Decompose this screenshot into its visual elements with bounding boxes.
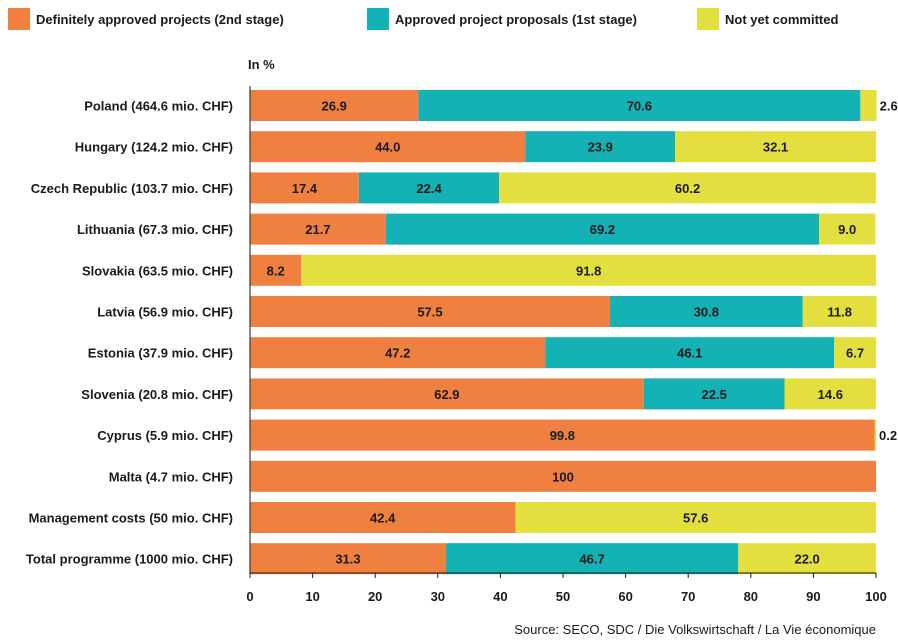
x-axis: 0 10 20 30 40 50 60 70 80 90 100: [246, 86, 887, 604]
data-label: 11.8: [827, 305, 852, 320]
data-label: 22.0: [794, 552, 819, 567]
data-label: 62.9: [434, 387, 459, 402]
data-label: 32.1: [763, 140, 788, 155]
bar-segment: [250, 172, 359, 204]
data-label: 21.7: [305, 222, 330, 237]
data-label: 30.8: [694, 305, 719, 320]
x-tick-label: 0: [246, 589, 253, 604]
bar-segment: [250, 254, 302, 286]
legend-swatch-3: [697, 8, 719, 30]
data-label: 6.7: [846, 346, 864, 361]
category-label: Estonia (37.9 mio. CHF): [88, 346, 233, 361]
data-label: 46.7: [579, 552, 604, 567]
data-label: 91.8: [576, 263, 601, 278]
bar-segment: [525, 131, 676, 163]
bar-segment: [250, 502, 516, 533]
legend-swatch-1: [8, 8, 30, 30]
data-label: 8.2: [267, 263, 285, 278]
bar-segment: [358, 172, 500, 204]
data-label: 9.0: [838, 222, 856, 237]
data-label: 26.9: [322, 99, 347, 114]
bar-segment: [499, 172, 876, 204]
data-label: 14.6: [818, 387, 843, 402]
category-label: Poland (464.6 mio. CHF): [84, 99, 233, 114]
bar-segment: [250, 337, 546, 369]
bar-segment: [250, 131, 526, 163]
bar-segment: [250, 543, 446, 575]
bar-segment: [874, 419, 876, 451]
data-label: 70.6: [627, 99, 652, 114]
x-tick-label: 40: [493, 589, 507, 604]
data-label: 31.3: [335, 552, 360, 567]
legend-swatch-2: [367, 8, 389, 30]
category-label: Czech Republic (103.7 mio. CHF): [31, 181, 233, 196]
data-label: 57.6: [683, 511, 708, 526]
bar-segment: [418, 90, 861, 121]
legend-label-3: Not yet committed: [725, 12, 838, 27]
bar-segment: [250, 213, 386, 245]
source-note: Source: SECO, SDC / Die Volkswirtschaft …: [514, 622, 876, 637]
x-tick-label: 80: [744, 589, 758, 604]
data-label: 69.2: [590, 222, 615, 237]
bar-segment: [250, 419, 875, 451]
data-label: 2.6: [880, 99, 898, 114]
data-label: 46.1: [677, 346, 702, 361]
bar-segment: [250, 296, 610, 327]
x-tick-label: 20: [368, 589, 382, 604]
category-label: Slovakia (63.5 mio. CHF): [82, 263, 233, 278]
category-label: Hungary (124.2 mio. CHF): [75, 140, 233, 155]
category-label: Malta (4.7 mio. CHF): [109, 469, 233, 484]
x-tick-label: 70: [681, 589, 695, 604]
data-label: 57.5: [417, 305, 442, 320]
legend-label-2: Approved project proposals (1st stage): [395, 12, 637, 27]
x-tick-label: 60: [618, 589, 632, 604]
category-label: Cyprus (5.9 mio. CHF): [97, 428, 233, 443]
bars: Poland (464.6 mio. CHF) 26.9 70.6 2.6 Hungar…: [26, 90, 898, 575]
data-label: 22.5: [702, 387, 727, 402]
category-label: Management costs (50 mio. CHF): [29, 511, 233, 526]
data-label: 17.4: [292, 181, 318, 196]
data-label: 100: [552, 469, 574, 484]
bar-segment: [385, 213, 820, 245]
bar-segment: [250, 378, 644, 410]
category-label: Lithuania (67.3 mio. CHF): [77, 222, 233, 237]
data-label: 47.2: [385, 346, 410, 361]
bar-segment: [819, 213, 876, 245]
bar-segment: [609, 296, 803, 327]
bar-segment: [643, 378, 785, 410]
bar-segment: [515, 502, 876, 533]
bar-segment: [675, 131, 876, 163]
bar-segment: [250, 460, 876, 492]
category-label: Slovenia (20.8 mio. CHF): [81, 387, 233, 402]
x-tick-label: 100: [865, 589, 887, 604]
data-label: 22.4: [416, 181, 442, 196]
x-tick-label: 90: [806, 589, 820, 604]
x-tick-label: 30: [431, 589, 445, 604]
bar-segment: [445, 543, 739, 575]
bar-segment: [738, 543, 876, 575]
bar-segment: [301, 254, 876, 286]
data-label: 99.8: [550, 428, 575, 443]
category-label: Total programme (1000 mio. CHF): [26, 552, 233, 567]
category-label: Latvia (56.9 mio. CHF): [97, 305, 233, 320]
bar-segment: [250, 90, 419, 121]
data-label: 23.9: [588, 140, 613, 155]
bar-segment: [860, 90, 877, 121]
unit-label: In %: [248, 57, 275, 72]
bar-segment: [784, 378, 876, 410]
legend-label-1: Definitely approved projects (2nd stage): [36, 12, 284, 27]
legend: Definitely approved projects (2nd stage)…: [8, 8, 838, 30]
x-tick-label: 10: [305, 589, 319, 604]
bar-segment: [802, 296, 877, 327]
data-label: 60.2: [675, 181, 700, 196]
data-label: 0.2: [879, 428, 897, 443]
data-label: 44.0: [375, 140, 400, 155]
bar-segment: [834, 337, 876, 369]
bar-segment: [545, 337, 835, 369]
x-tick-label: 50: [556, 589, 570, 604]
data-label: 42.4: [370, 511, 396, 526]
